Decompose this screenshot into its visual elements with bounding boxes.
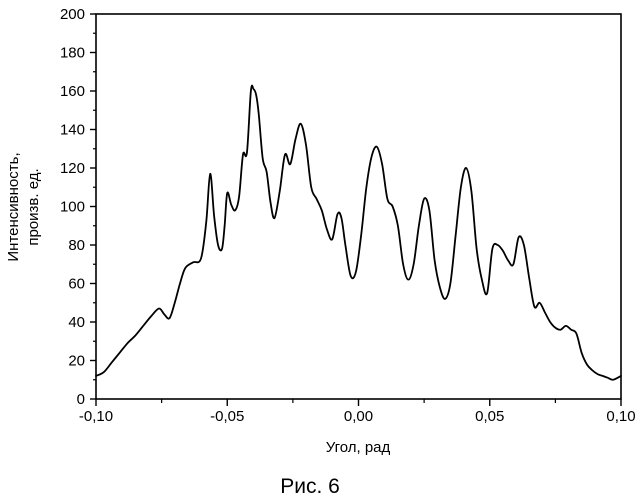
x-tick-label: 0,05	[475, 408, 504, 425]
x-axis-title: Угол, рад	[326, 439, 391, 456]
y-tick-label: 160	[60, 83, 85, 100]
y-tick-label: 80	[68, 237, 85, 254]
plot-frame	[96, 14, 621, 399]
y-tick-label: 0	[77, 391, 85, 408]
intensity-series-line	[96, 86, 621, 380]
x-tick-label: -0,10	[79, 408, 113, 425]
x-tick-label: -0,05	[210, 408, 244, 425]
y-tick-label: 60	[68, 276, 85, 293]
y-axis-title-line-1: Интенсивность,	[5, 152, 22, 261]
figure-caption: Рис. 6	[280, 475, 340, 498]
y-axis-tick-labels: 0 20 40 60 80 100 120 140 160 180 200	[60, 6, 85, 408]
y-axis-ticks	[90, 14, 96, 399]
x-axis-tick-labels: -0,10 -0,05 0,00 0,05 0,10	[79, 408, 636, 425]
y-tick-label: 120	[60, 160, 85, 177]
y-tick-label: 20	[68, 353, 85, 370]
y-tick-label: 140	[60, 122, 85, 139]
y-axis-title-line-2: произв. ед.	[25, 168, 42, 245]
x-tick-label: 0,00	[344, 408, 373, 425]
y-tick-label: 100	[60, 199, 85, 216]
y-tick-label: 200	[60, 6, 85, 23]
y-tick-label: 180	[60, 45, 85, 62]
y-tick-label: 40	[68, 314, 85, 331]
x-tick-label: 0,10	[606, 408, 635, 425]
x-axis-ticks	[96, 399, 621, 406]
